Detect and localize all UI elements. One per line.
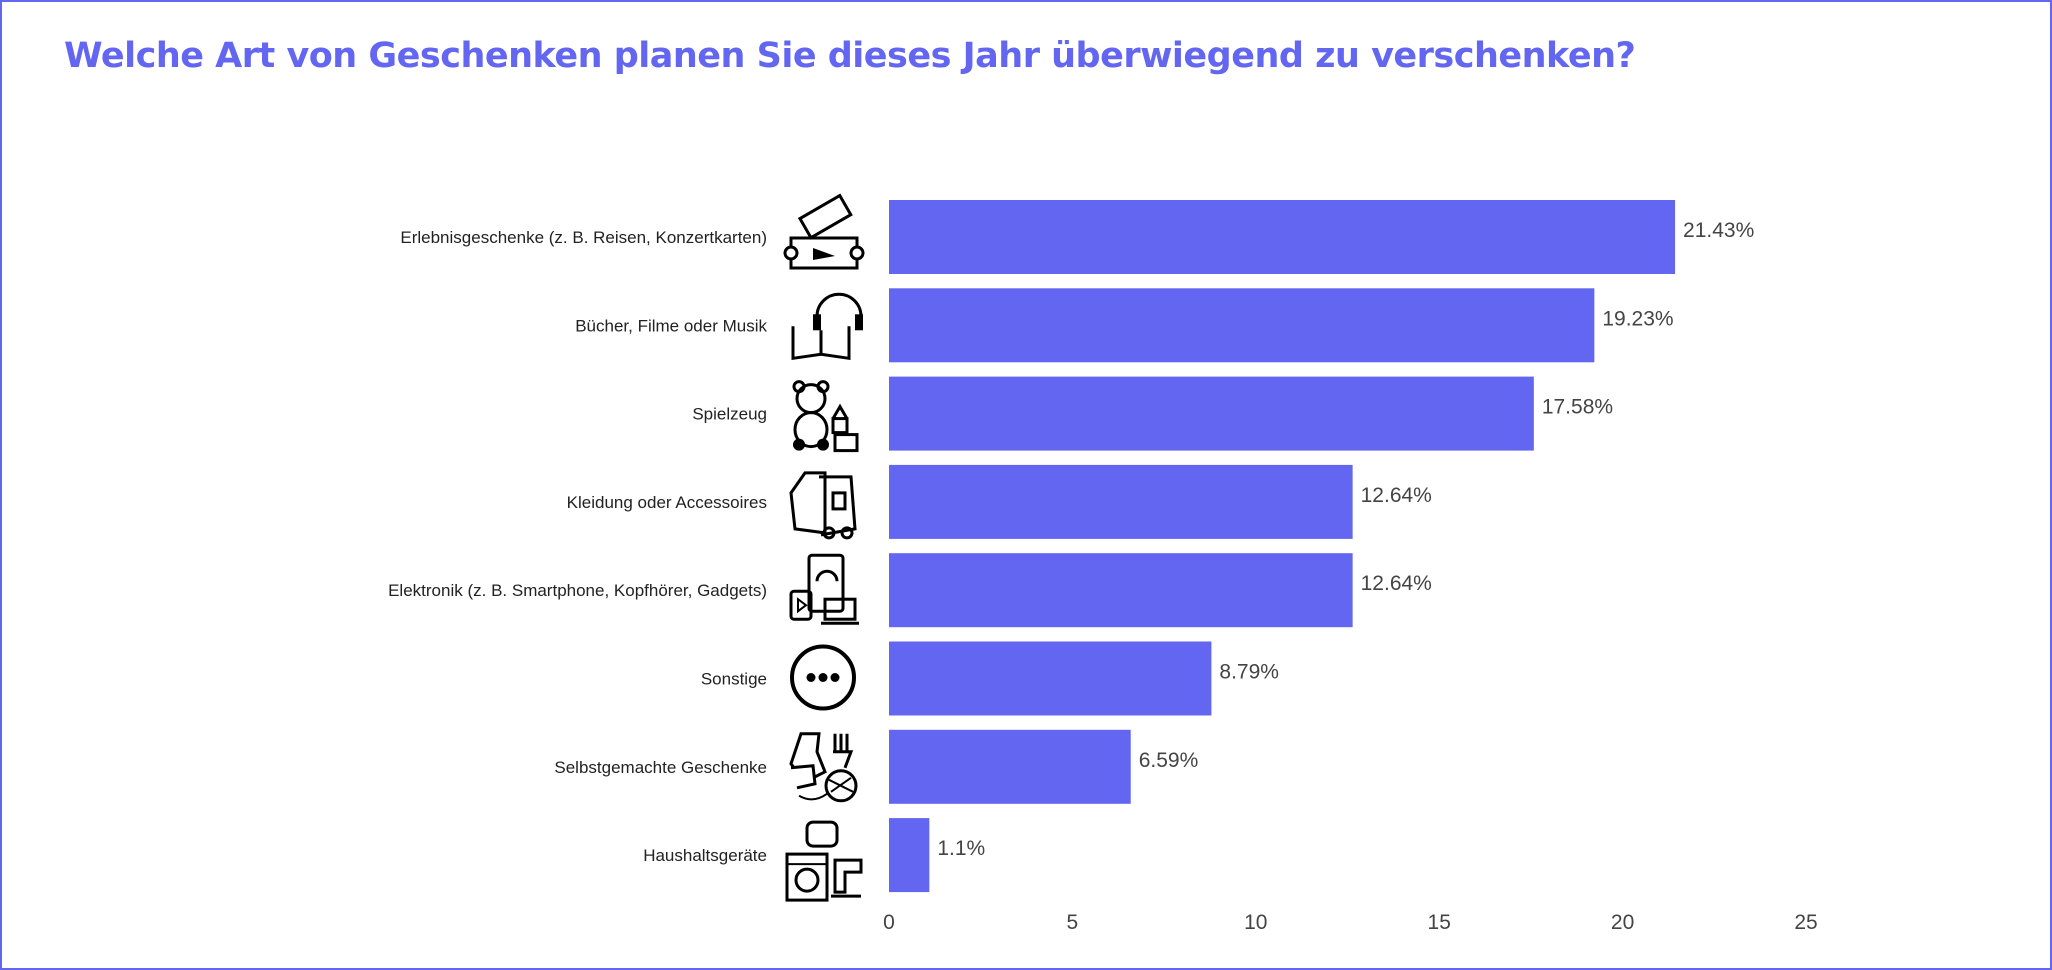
bar xyxy=(889,553,1353,628)
bar xyxy=(889,464,1353,539)
category-label: Sonstige xyxy=(701,670,767,689)
ticket-icon xyxy=(783,193,865,270)
category-label: Erlebnisgeschenke (z. B. Reisen, Konzert… xyxy=(400,228,767,247)
chart-title: Welche Art von Geschenken planen Sie die… xyxy=(64,36,1636,76)
handmade-yarn-icon xyxy=(789,732,858,803)
category-label: Kleidung oder Accessoires xyxy=(567,493,767,512)
bar xyxy=(889,200,1676,274)
x-tick-label: 10 xyxy=(1244,911,1267,934)
electronics-icon xyxy=(789,553,859,625)
x-tick-label: 25 xyxy=(1794,911,1817,934)
bar xyxy=(889,641,1212,716)
value-label: 21.43% xyxy=(1683,219,1754,242)
category-label: Bücher, Filme oder Musik xyxy=(575,316,767,335)
bar xyxy=(889,818,930,893)
book-headphones-icon xyxy=(791,292,863,361)
clothing-icon xyxy=(789,471,857,540)
value-label: 19.23% xyxy=(1602,307,1673,330)
more-dots-icon xyxy=(790,644,856,711)
x-tick-label: 15 xyxy=(1428,911,1451,934)
bar xyxy=(889,376,1534,451)
teddy-bear-icon xyxy=(792,380,859,453)
value-label: 6.59% xyxy=(1139,749,1199,772)
category-label: Haushaltsgeräte xyxy=(643,846,767,865)
bar xyxy=(889,729,1131,804)
category-label: Selbstgemachte Geschenke xyxy=(554,758,767,777)
value-label: 1.1% xyxy=(937,837,985,860)
category-label: Spielzeug xyxy=(692,405,767,424)
value-label: 12.64% xyxy=(1361,484,1432,507)
value-label: 12.64% xyxy=(1361,572,1432,595)
x-tick-label: 0 xyxy=(883,911,895,934)
value-label: 17.58% xyxy=(1542,396,1613,419)
x-tick-label: 20 xyxy=(1611,911,1634,934)
category-label: Elektronik (z. B. Smartphone, Kopfhörer,… xyxy=(388,581,767,600)
bar xyxy=(889,288,1595,363)
home-appliances-icon xyxy=(785,820,863,902)
value-label: 8.79% xyxy=(1219,661,1279,684)
x-tick-label: 5 xyxy=(1067,911,1079,934)
